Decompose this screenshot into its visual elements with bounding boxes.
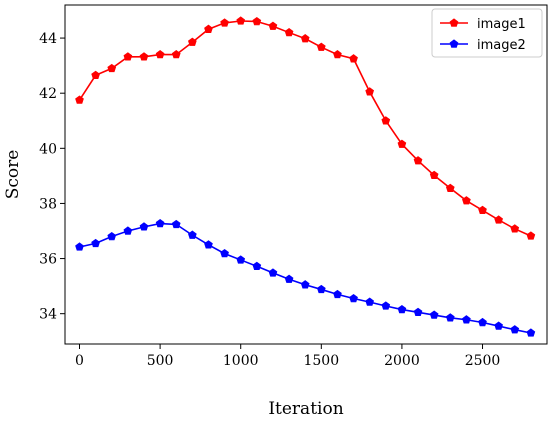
data-point-image1 bbox=[188, 37, 197, 46]
data-point-image2 bbox=[462, 315, 471, 324]
y-tick-label: 34 bbox=[39, 307, 57, 323]
data-point-image1 bbox=[171, 50, 181, 59]
data-point-image1 bbox=[75, 95, 84, 104]
data-point-image1 bbox=[413, 156, 423, 165]
data-point-image2 bbox=[316, 284, 326, 294]
data-point-image1 bbox=[316, 42, 326, 51]
data-point-image2 bbox=[252, 261, 262, 270]
legend-label-image2: image2 bbox=[477, 38, 526, 53]
data-point-image1 bbox=[526, 231, 536, 240]
data-point-image1 bbox=[381, 116, 391, 125]
data-point-image2 bbox=[171, 219, 181, 229]
data-point-image1 bbox=[220, 18, 229, 27]
data-point-image2 bbox=[494, 321, 503, 330]
data-point-image1 bbox=[91, 70, 100, 79]
series-layer bbox=[75, 16, 536, 337]
data-point-image2 bbox=[188, 230, 197, 239]
data-point-image1 bbox=[155, 50, 165, 59]
data-point-image1 bbox=[236, 16, 246, 25]
series-image2 bbox=[75, 218, 536, 337]
data-point-image2 bbox=[413, 307, 423, 316]
x-tick-label: 1000 bbox=[223, 353, 259, 369]
data-point-image2 bbox=[300, 280, 310, 289]
data-point-image1 bbox=[252, 16, 262, 26]
data-point-image2 bbox=[107, 231, 117, 241]
data-point-image1 bbox=[139, 52, 149, 61]
y-axis-title: Score bbox=[3, 150, 23, 200]
legend-marker-image2 bbox=[449, 39, 459, 48]
data-point-image1 bbox=[268, 21, 278, 30]
x-axis-title: Iteration bbox=[268, 399, 343, 419]
data-point-image2 bbox=[75, 242, 84, 251]
data-point-image1 bbox=[397, 139, 407, 148]
data-point-image1 bbox=[429, 170, 439, 180]
data-point-image2 bbox=[268, 268, 278, 277]
data-point-image2 bbox=[236, 255, 246, 264]
data-point-image1 bbox=[107, 63, 117, 73]
data-point-image2 bbox=[365, 297, 375, 306]
data-point-image1 bbox=[445, 183, 455, 192]
series-image1 bbox=[75, 16, 536, 240]
y-tick-label: 42 bbox=[39, 86, 57, 102]
data-point-image2 bbox=[526, 328, 536, 337]
data-point-image2 bbox=[284, 274, 294, 283]
data-point-image2 bbox=[510, 325, 520, 334]
data-point-image2 bbox=[155, 218, 165, 228]
y-tick-label: 38 bbox=[39, 196, 57, 212]
data-point-image1 bbox=[494, 215, 503, 224]
data-point-image1 bbox=[204, 24, 213, 33]
data-point-image2 bbox=[478, 317, 487, 327]
y-tick-label: 36 bbox=[39, 252, 57, 268]
data-point-image2 bbox=[349, 293, 358, 303]
data-point-image2 bbox=[123, 226, 133, 235]
x-tick-label: 2000 bbox=[384, 353, 420, 369]
legend-box bbox=[431, 8, 543, 58]
data-point-image2 bbox=[91, 238, 100, 248]
axis-ticks: 0 500 1000 1500 2000 2500 34 36 38 40 42 44 bbox=[39, 31, 500, 369]
data-point-image1 bbox=[123, 52, 133, 61]
data-point-image2 bbox=[220, 249, 229, 258]
data-point-image1 bbox=[300, 34, 310, 43]
x-tick-label: 2500 bbox=[465, 353, 501, 369]
legend: image1 image2 bbox=[431, 8, 543, 58]
data-point-image2 bbox=[204, 240, 213, 249]
data-point-image1 bbox=[349, 54, 358, 63]
data-point-image2 bbox=[139, 222, 149, 231]
x-tick-label: 0 bbox=[75, 353, 84, 369]
data-point-image2 bbox=[333, 289, 342, 299]
data-point-image1 bbox=[365, 87, 375, 96]
data-point-image1 bbox=[478, 205, 487, 215]
data-point-image1 bbox=[510, 224, 520, 233]
data-point-image2 bbox=[381, 301, 391, 310]
data-point-image2 bbox=[397, 304, 407, 314]
legend-marker-image1 bbox=[449, 18, 459, 27]
x-tick-label: 1500 bbox=[303, 353, 339, 369]
legend-label-image1: image1 bbox=[477, 17, 526, 32]
data-point-image2 bbox=[429, 310, 439, 319]
data-point-image1 bbox=[462, 196, 471, 205]
y-tick-label: 44 bbox=[39, 31, 57, 47]
data-point-image2 bbox=[445, 313, 455, 322]
x-tick-label: 500 bbox=[147, 353, 174, 369]
data-point-image1 bbox=[333, 50, 342, 59]
data-point-image1 bbox=[284, 27, 294, 37]
y-tick-label: 40 bbox=[39, 141, 57, 157]
